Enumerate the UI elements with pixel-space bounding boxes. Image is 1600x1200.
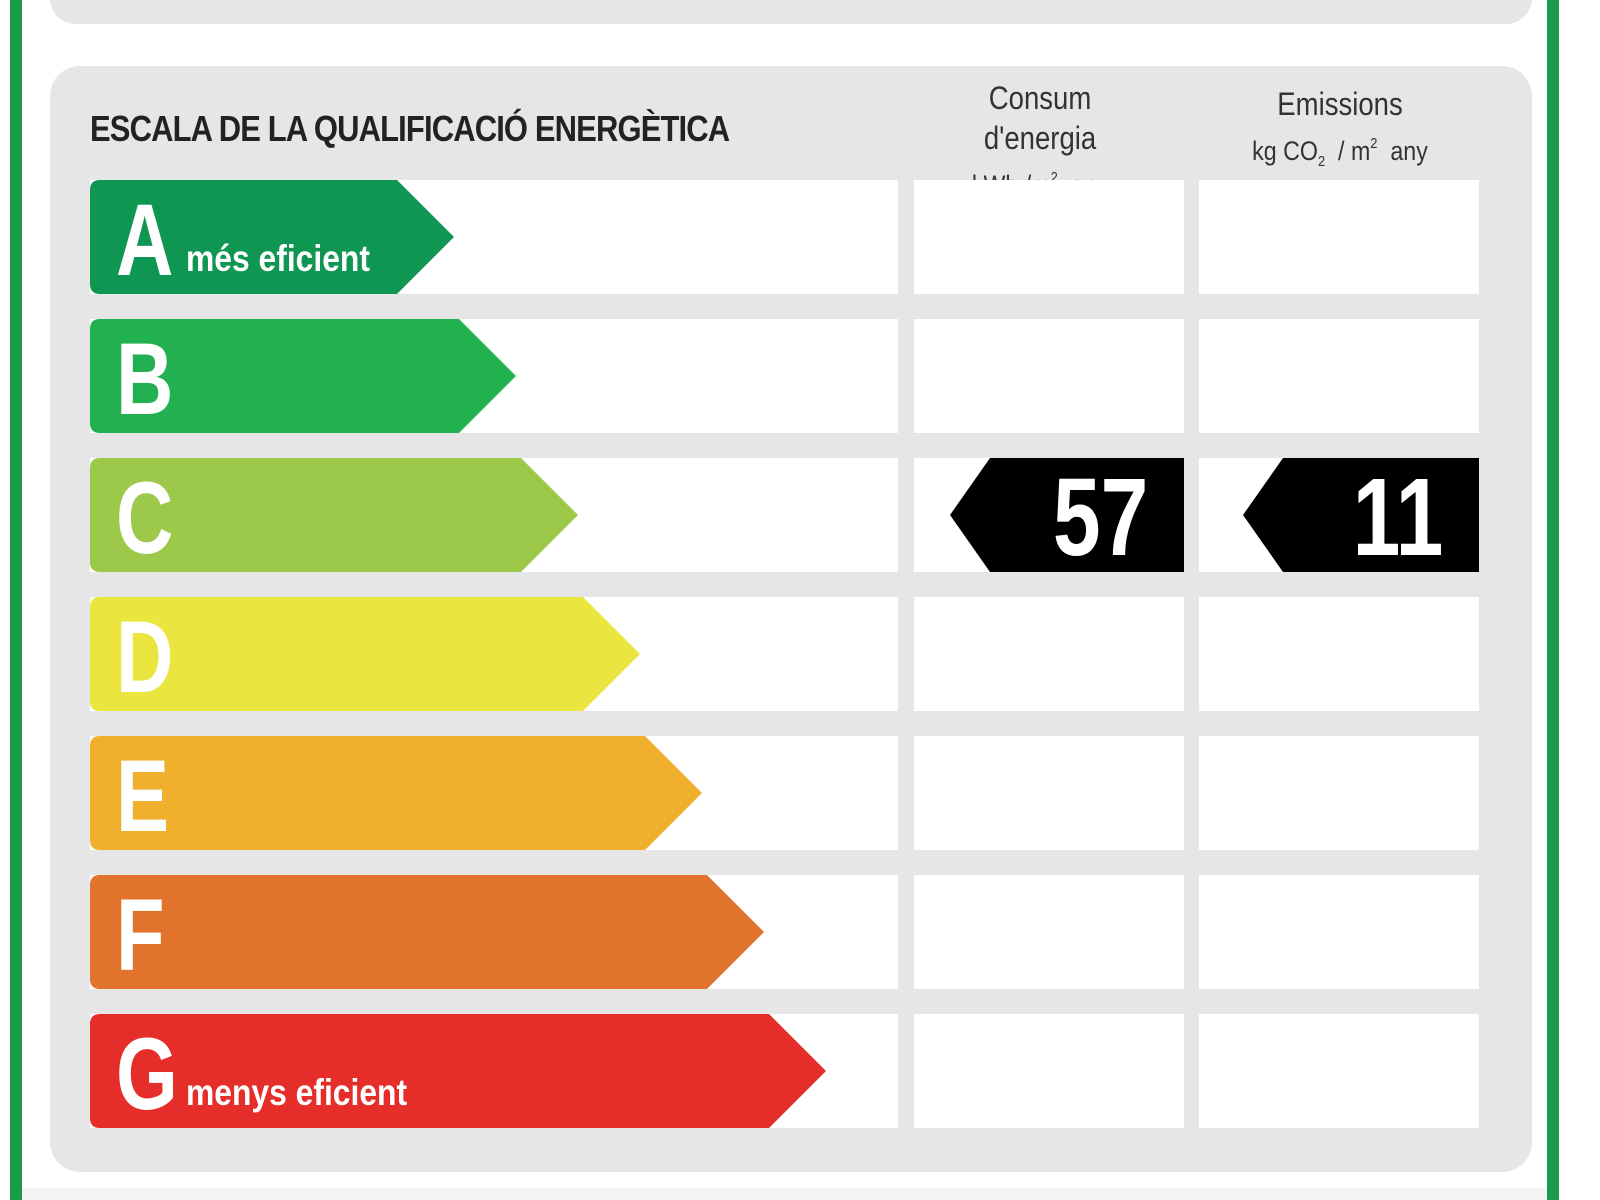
arrow-shape — [90, 736, 702, 850]
class-arrow-c — [90, 458, 578, 572]
emissions-header-title: Emissions — [1277, 86, 1403, 122]
emissions-header-unit: kg CO2 / m2 any — [1252, 135, 1428, 170]
class-arrow-e — [90, 736, 702, 850]
bottom-strip — [22, 1188, 1547, 1200]
energy-cell — [914, 736, 1184, 850]
energy-cell — [914, 180, 1184, 294]
energy-cell — [914, 1014, 1184, 1128]
emissions-cell — [1199, 319, 1479, 433]
energy-value: 57 — [1052, 456, 1148, 579]
emissions-rating-badge: 11 — [1243, 456, 1479, 579]
emissions-cell — [1199, 597, 1479, 711]
class-letter: D — [116, 600, 174, 714]
emissions-cell — [1199, 180, 1479, 294]
arrow-shape — [90, 875, 764, 989]
class-arrow-f — [90, 875, 764, 989]
class-caption: menys eficient — [186, 1072, 408, 1113]
class-letter: B — [116, 322, 174, 436]
left-green-border — [10, 0, 22, 1200]
arrow-shape — [90, 597, 640, 711]
class-arrow-a — [90, 180, 454, 294]
class-arrow-d — [90, 597, 640, 711]
badge-shape — [950, 458, 1184, 572]
scale-title: ESCALA DE LA QUALIFICACIÓ ENERGÈTICA — [90, 108, 730, 149]
energy-header-title: Consum d'energia — [983, 80, 1097, 156]
class-letter: F — [116, 878, 165, 992]
energy-cell — [914, 319, 1184, 433]
top-panel-edge — [50, 0, 1532, 24]
energy-rating-badge: 57 — [950, 456, 1184, 579]
arrow-shape — [90, 319, 516, 433]
class-letter: C — [116, 461, 174, 575]
emissions-cell — [1199, 1014, 1479, 1128]
badge-shape — [1243, 458, 1479, 572]
class-caption: més eficient — [186, 238, 370, 279]
arrow-shape — [90, 180, 454, 294]
emissions-column-header: Emissions kg CO2 / m2 any — [1237, 84, 1443, 182]
class-letter: G — [116, 1017, 178, 1131]
energy-cell — [914, 875, 1184, 989]
class-letter: A — [116, 183, 174, 297]
emissions-cell — [1199, 875, 1479, 989]
emissions-cell — [1199, 736, 1479, 850]
arrow-shape — [90, 458, 578, 572]
emissions-value: 11 — [1352, 456, 1443, 579]
class-letter: E — [116, 739, 170, 853]
class-arrow-b — [90, 319, 516, 433]
class-arrow-g — [90, 1014, 826, 1128]
energy-cell — [914, 597, 1184, 711]
right-green-border — [1547, 0, 1559, 1200]
arrow-shape — [90, 1014, 826, 1128]
